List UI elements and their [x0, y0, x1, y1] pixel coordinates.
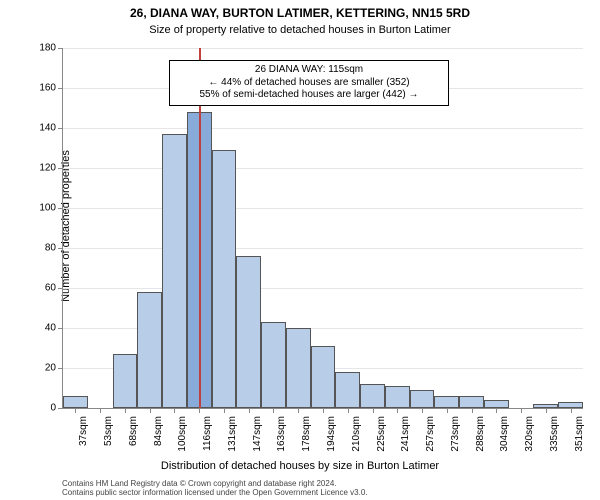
ytick-label: 140	[32, 123, 56, 134]
gridline	[63, 288, 583, 289]
x-axis-label: Distribution of detached houses by size …	[0, 460, 600, 472]
xtick-label: 131sqm	[227, 416, 238, 452]
xtick-label: 84sqm	[153, 416, 164, 446]
footer-line2: Contains public sector information licen…	[62, 488, 368, 498]
xtick-label: 116sqm	[202, 416, 213, 451]
ytick-label: 60	[32, 283, 56, 294]
histogram-bar	[212, 150, 237, 408]
xtick-mark	[348, 408, 349, 413]
annotation-line: ← 44% of detached houses are smaller (35…	[176, 77, 442, 90]
xtick-label: 53sqm	[103, 416, 114, 446]
histogram-bar	[434, 396, 459, 408]
xtick-mark	[75, 408, 76, 413]
xtick-mark	[496, 408, 497, 413]
histogram-bar	[236, 256, 261, 408]
histogram-bar	[63, 396, 88, 408]
ytick-mark	[58, 88, 63, 89]
xtick-label: 210sqm	[351, 416, 362, 452]
gridline	[63, 208, 583, 209]
ytick-label: 100	[32, 203, 56, 214]
histogram-bar	[162, 134, 187, 408]
xtick-mark	[174, 408, 175, 413]
xtick-mark	[125, 408, 126, 413]
gridline	[63, 128, 583, 129]
xtick-label: 100sqm	[177, 416, 188, 452]
xtick-label: 178sqm	[301, 416, 312, 452]
xtick-mark	[373, 408, 374, 413]
histogram-bar	[484, 400, 509, 408]
xtick-mark	[472, 408, 473, 413]
chart-subtitle: Size of property relative to detached ho…	[0, 24, 600, 36]
gridline	[63, 48, 583, 49]
xtick-mark	[323, 408, 324, 413]
annotation-line: 55% of semi-detached houses are larger (…	[176, 89, 442, 102]
histogram-bar	[410, 390, 435, 408]
histogram-bar	[385, 386, 410, 408]
chart-title: 26, DIANA WAY, BURTON LATIMER, KETTERING…	[0, 6, 600, 20]
ytick-label: 0	[32, 403, 56, 414]
ytick-mark	[58, 208, 63, 209]
annotation-box: 26 DIANA WAY: 115sqm← 44% of detached ho…	[169, 60, 449, 106]
ytick-label: 20	[32, 363, 56, 374]
histogram-bar	[261, 322, 286, 408]
histogram-bar	[311, 346, 336, 408]
ytick-mark	[58, 368, 63, 369]
ytick-mark	[58, 128, 63, 129]
footer-attribution: Contains HM Land Registry data © Crown c…	[62, 479, 368, 498]
gridline	[63, 248, 583, 249]
xtick-mark	[422, 408, 423, 413]
xtick-mark	[224, 408, 225, 413]
xtick-label: 225sqm	[376, 416, 387, 452]
xtick-label: 335sqm	[549, 416, 560, 452]
histogram-bar	[459, 396, 484, 408]
xtick-mark	[273, 408, 274, 413]
ytick-mark	[58, 48, 63, 49]
chart-container: 26, DIANA WAY, BURTON LATIMER, KETTERING…	[0, 0, 600, 500]
annotation-line: 26 DIANA WAY: 115sqm	[176, 64, 442, 77]
xtick-mark	[249, 408, 250, 413]
xtick-label: 163sqm	[276, 416, 287, 452]
xtick-label: 273sqm	[450, 416, 461, 452]
ytick-mark	[58, 168, 63, 169]
xtick-label: 194sqm	[326, 416, 337, 452]
xtick-label: 288sqm	[475, 416, 486, 452]
xtick-mark	[199, 408, 200, 413]
gridline	[63, 168, 583, 169]
xtick-mark	[521, 408, 522, 413]
ytick-mark	[58, 328, 63, 329]
histogram-bar	[360, 384, 385, 408]
xtick-label: 320sqm	[524, 416, 535, 452]
ytick-mark	[58, 408, 63, 409]
footer-line1: Contains HM Land Registry data © Crown c…	[62, 479, 368, 489]
ytick-mark	[58, 288, 63, 289]
plot-area: 26 DIANA WAY: 115sqm← 44% of detached ho…	[62, 48, 583, 409]
xtick-mark	[546, 408, 547, 413]
ytick-label: 160	[32, 83, 56, 94]
xtick-mark	[447, 408, 448, 413]
xtick-label: 304sqm	[499, 416, 510, 452]
ytick-label: 120	[32, 163, 56, 174]
xtick-label: 257sqm	[425, 416, 436, 452]
xtick-label: 351sqm	[574, 416, 585, 452]
xtick-mark	[100, 408, 101, 413]
ytick-label: 80	[32, 243, 56, 254]
ytick-label: 40	[32, 323, 56, 334]
ytick-mark	[58, 248, 63, 249]
xtick-mark	[571, 408, 572, 413]
xtick-mark	[397, 408, 398, 413]
xtick-label: 147sqm	[252, 416, 263, 452]
histogram-bar	[113, 354, 138, 408]
xtick-mark	[150, 408, 151, 413]
xtick-label: 68sqm	[128, 416, 139, 446]
histogram-bar	[335, 372, 360, 408]
histogram-bar	[286, 328, 311, 408]
xtick-label: 241sqm	[400, 416, 411, 452]
xtick-label: 37sqm	[78, 416, 89, 446]
histogram-bar	[137, 292, 162, 408]
ytick-label: 180	[32, 43, 56, 54]
xtick-mark	[298, 408, 299, 413]
